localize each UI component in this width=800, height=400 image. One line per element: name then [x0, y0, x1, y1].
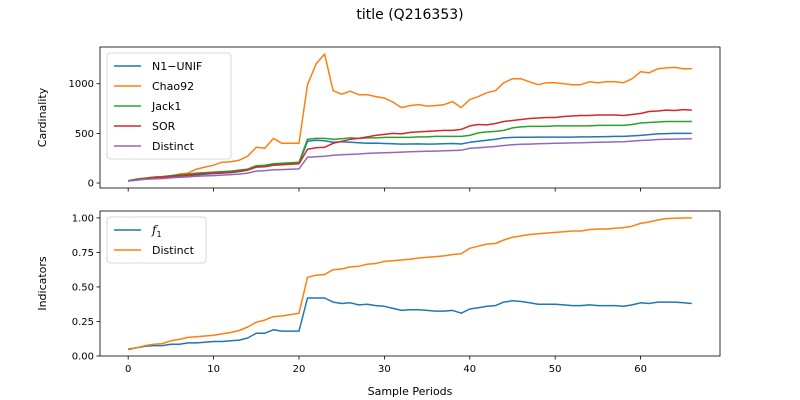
series-line-0-2: [128, 120, 692, 182]
series-line-1-1: [128, 217, 692, 351]
legend-label: N1−UNIF: [152, 60, 202, 73]
series-line-1-0: [128, 297, 692, 350]
series-line-0-1: [128, 53, 692, 182]
x-tick-label: 20: [293, 364, 306, 375]
x-tick-label: 50: [549, 364, 562, 375]
y-tick-label: 0.25: [72, 317, 94, 328]
y-tick-label: 0: [88, 179, 94, 190]
cardinality-panel: 0 500 1000 Cardinality N1−UNIF Chao92 Jack1 SOR…: [36, 46, 721, 192]
legend-label: Jack1: [151, 100, 181, 113]
axes-frame: [99, 210, 721, 357]
legend-box: [106, 216, 207, 264]
y-axis-label: Indicators: [36, 256, 49, 311]
y-axis-label: Cardinality: [36, 87, 49, 147]
legend-box: [106, 52, 232, 160]
legend-label: SOR: [152, 120, 176, 133]
y-tick-label: 0.75: [72, 248, 94, 259]
y-tick-label: 500: [75, 129, 94, 140]
x-tick-label: 40: [463, 364, 476, 375]
x-tick-label: 0: [125, 364, 131, 375]
legend-label: Distinct: [152, 244, 195, 257]
x-axis-label: Sample Periods: [368, 385, 453, 398]
x-tick-label: 10: [207, 364, 220, 375]
legend: N1−UNIF Chao92 Jack1 SOR Distinct: [106, 52, 232, 160]
legend-label: Distinct: [152, 140, 195, 153]
legend: f1 Distinct: [106, 216, 207, 264]
y-tick-label: 1.00: [72, 213, 94, 224]
figure-title: title (Q216353): [356, 7, 463, 23]
indicators-panel: 0 10 20 30 40 50 60 0.00 0.25 0.50 0.75 1.00 Indicat…: [36, 210, 721, 398]
series-line-0-3: [128, 108, 692, 182]
series-line-0-4: [128, 138, 692, 182]
legend-label: Chao92: [152, 80, 194, 93]
x-tick-label: 60: [634, 364, 647, 375]
legend-label: f1: [151, 223, 162, 239]
x-tick-label: 30: [378, 364, 391, 375]
y-tick-label: 0.00: [72, 352, 94, 363]
y-tick-label: 0.50: [72, 282, 94, 293]
axes-frame: [99, 46, 721, 189]
y-tick-label: 1000: [69, 79, 94, 90]
